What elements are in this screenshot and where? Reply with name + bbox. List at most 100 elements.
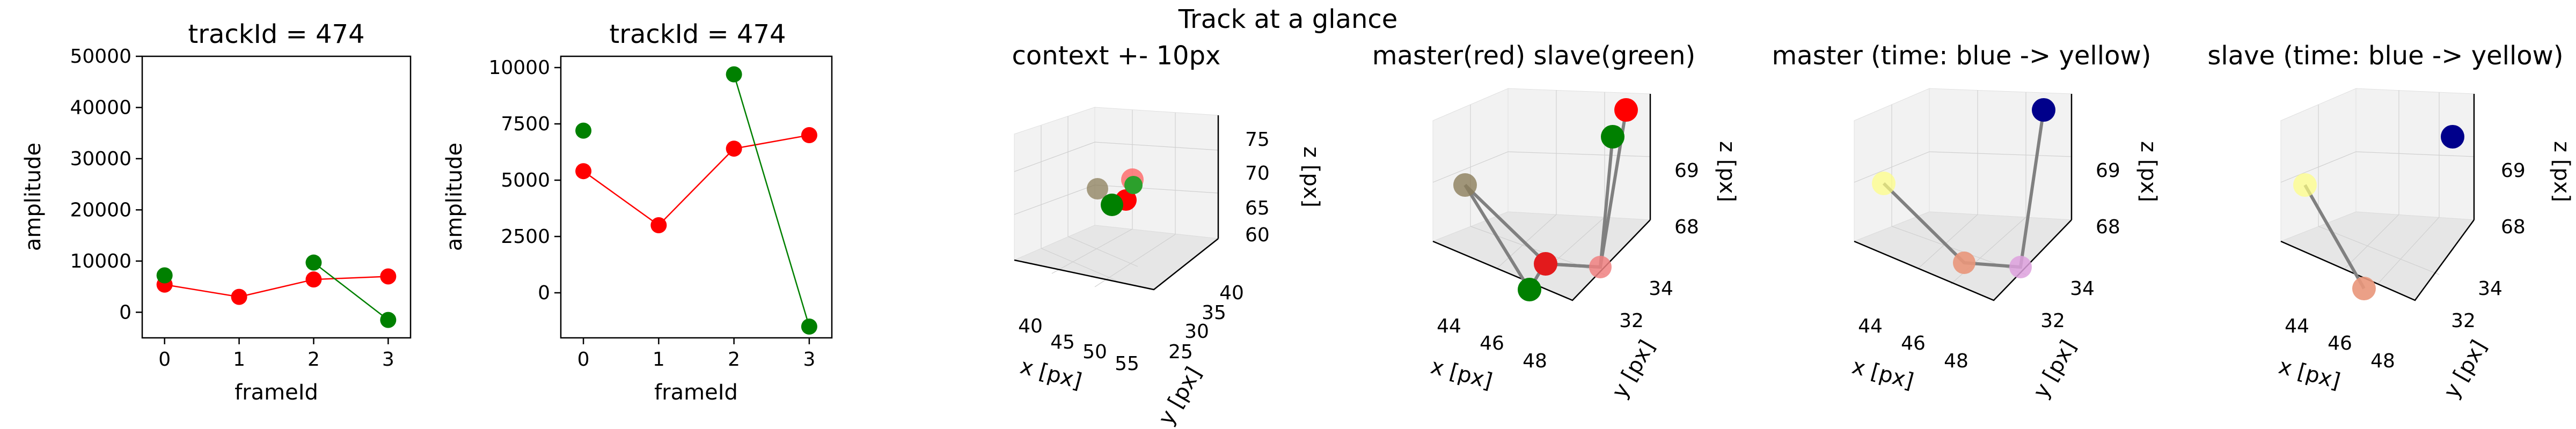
green-data-point [156, 267, 173, 284]
y-tick-label: 7500 [501, 113, 550, 135]
ms-point [1589, 256, 1612, 278]
ms-point [1453, 173, 1477, 197]
master-ytick: 34 [2070, 278, 2095, 300]
chart-2-xlabel: frameId [654, 380, 738, 405]
slave-floor-axes [2280, 219, 2475, 301]
slave-point [2293, 173, 2317, 197]
x-tick-label: 1 [653, 349, 665, 371]
amplitude-chart-2: trackId = 474 frameId amplitude 0 1 2 3 0 250… [442, 19, 833, 405]
context-plot-title: context +- 10px [1012, 41, 1221, 71]
green-data-point [726, 66, 742, 83]
red-data-point [380, 268, 397, 285]
master-xtick: 46 [1901, 332, 1926, 354]
context-ytick: 35 [1202, 302, 1226, 324]
red-data-point [650, 217, 667, 233]
master-slave-3d-plot: master(red) slave(green) 44 46 48 32 34 … [1372, 41, 1739, 403]
slave-ztick: 68 [2501, 216, 2526, 238]
slave-xtick: 48 [2370, 350, 2395, 372]
red-data-point [575, 163, 592, 180]
context-xtick: 55 [1115, 353, 1139, 375]
x-tick-label: 1 [233, 349, 245, 371]
context-ztick: 65 [1245, 197, 1270, 219]
slave-ztick: 69 [2501, 160, 2526, 182]
context-3d-plot: context +- 10px 40 45 50 55 25 30 35 40 … [1012, 41, 1323, 429]
context-point [1124, 176, 1143, 194]
master-plot-title: master (time: blue -> yellow) [1772, 41, 2151, 71]
slave-xlabel: x [px] [2276, 354, 2343, 394]
chart-1-title: trackId = 474 [188, 19, 364, 49]
ms-xtick: 46 [1480, 332, 1504, 354]
ms-grid [1432, 90, 1651, 285]
red-series-line [164, 276, 389, 298]
y-tick-label: 30000 [70, 148, 131, 170]
context-ytick: 40 [1219, 282, 1244, 304]
y-tick-label: 20000 [70, 199, 131, 221]
master-zlabel: z [px] [2136, 141, 2161, 202]
context-xtick: 40 [1018, 315, 1043, 337]
chart-2-ylabel: amplitude [442, 143, 467, 251]
context-floor-axes [1014, 238, 1219, 291]
green-data-point [801, 319, 817, 335]
y-tick-label: 5000 [501, 169, 550, 191]
x-tick-label: 3 [803, 349, 815, 371]
suptitle: Track at a glance [1178, 4, 1398, 34]
master-ylabel: y [px] [2029, 336, 2081, 402]
master-point [2032, 98, 2055, 122]
master-point [1872, 172, 1896, 195]
y-tick-label: 0 [538, 282, 550, 304]
x-tick-label: 2 [308, 349, 320, 371]
x-tick-label: 3 [382, 349, 394, 371]
ms-xlabel: x [px] [1428, 354, 1495, 394]
slave-point [2352, 277, 2376, 300]
slave-plot-title: slave (time: blue -> yellow) [2207, 41, 2563, 71]
red-data-point [726, 140, 742, 157]
chart-1-ylabel: amplitude [21, 143, 46, 251]
context-ytick: 25 [1168, 341, 1193, 363]
y-tick-label: 2500 [501, 226, 550, 248]
context-xlabel: x [px] [1018, 354, 1085, 394]
x-tick-label: 0 [158, 349, 171, 371]
slave-zlabel: z [px] [2549, 141, 2574, 202]
master-xtick: 48 [1944, 350, 1968, 372]
ms-zlabel: z [px] [1715, 141, 1739, 202]
y-tick-label: 50000 [70, 46, 131, 68]
green-data-point [575, 122, 592, 139]
slave-track-line [2303, 184, 2366, 290]
y-tick-label: 10000 [70, 250, 131, 272]
red-series-line [583, 134, 810, 226]
ms-point [1614, 98, 1638, 122]
red-data-point [801, 127, 817, 143]
context-xtick: 50 [1082, 341, 1107, 363]
slave-ylabel: y [px] [2439, 336, 2492, 402]
y-tick-label: 10000 [488, 57, 550, 79]
context-ztick: 70 [1245, 162, 1270, 184]
green-series-line [313, 262, 389, 321]
green-data-point [305, 254, 322, 271]
master-ytick: 32 [2040, 310, 2065, 332]
slave-ytick: 32 [2451, 310, 2476, 332]
context-ytick: 30 [1184, 321, 1209, 343]
ms-xtick: 48 [1523, 350, 1547, 372]
slave-xtick: 46 [2328, 332, 2352, 354]
slave-ytick: 34 [2478, 278, 2502, 300]
slave-point [2441, 125, 2464, 149]
master-ztick: 69 [2096, 160, 2120, 182]
master-slave-plot-title: master(red) slave(green) [1372, 41, 1695, 71]
context-point [1087, 178, 1108, 199]
master-xtick: 44 [1858, 315, 1883, 337]
context-back-pane [1094, 107, 1219, 239]
context-zlabel: z [px] [1299, 146, 1323, 208]
master-xlabel: x [px] [1849, 354, 1916, 394]
slave-xtick: 44 [2285, 315, 2309, 337]
master-point [2009, 256, 2032, 278]
green-data-point [380, 312, 397, 328]
ms-ylabel: y [px] [1607, 336, 1660, 402]
master-ztick: 68 [2096, 216, 2120, 238]
chart-2-title: trackId = 474 [609, 19, 786, 49]
ms-point [1601, 125, 1624, 149]
ms-xtick: 44 [1437, 315, 1461, 337]
context-xtick: 45 [1050, 331, 1075, 353]
ms-ztick: 69 [1674, 160, 1699, 182]
context-ztick: 60 [1245, 224, 1270, 246]
